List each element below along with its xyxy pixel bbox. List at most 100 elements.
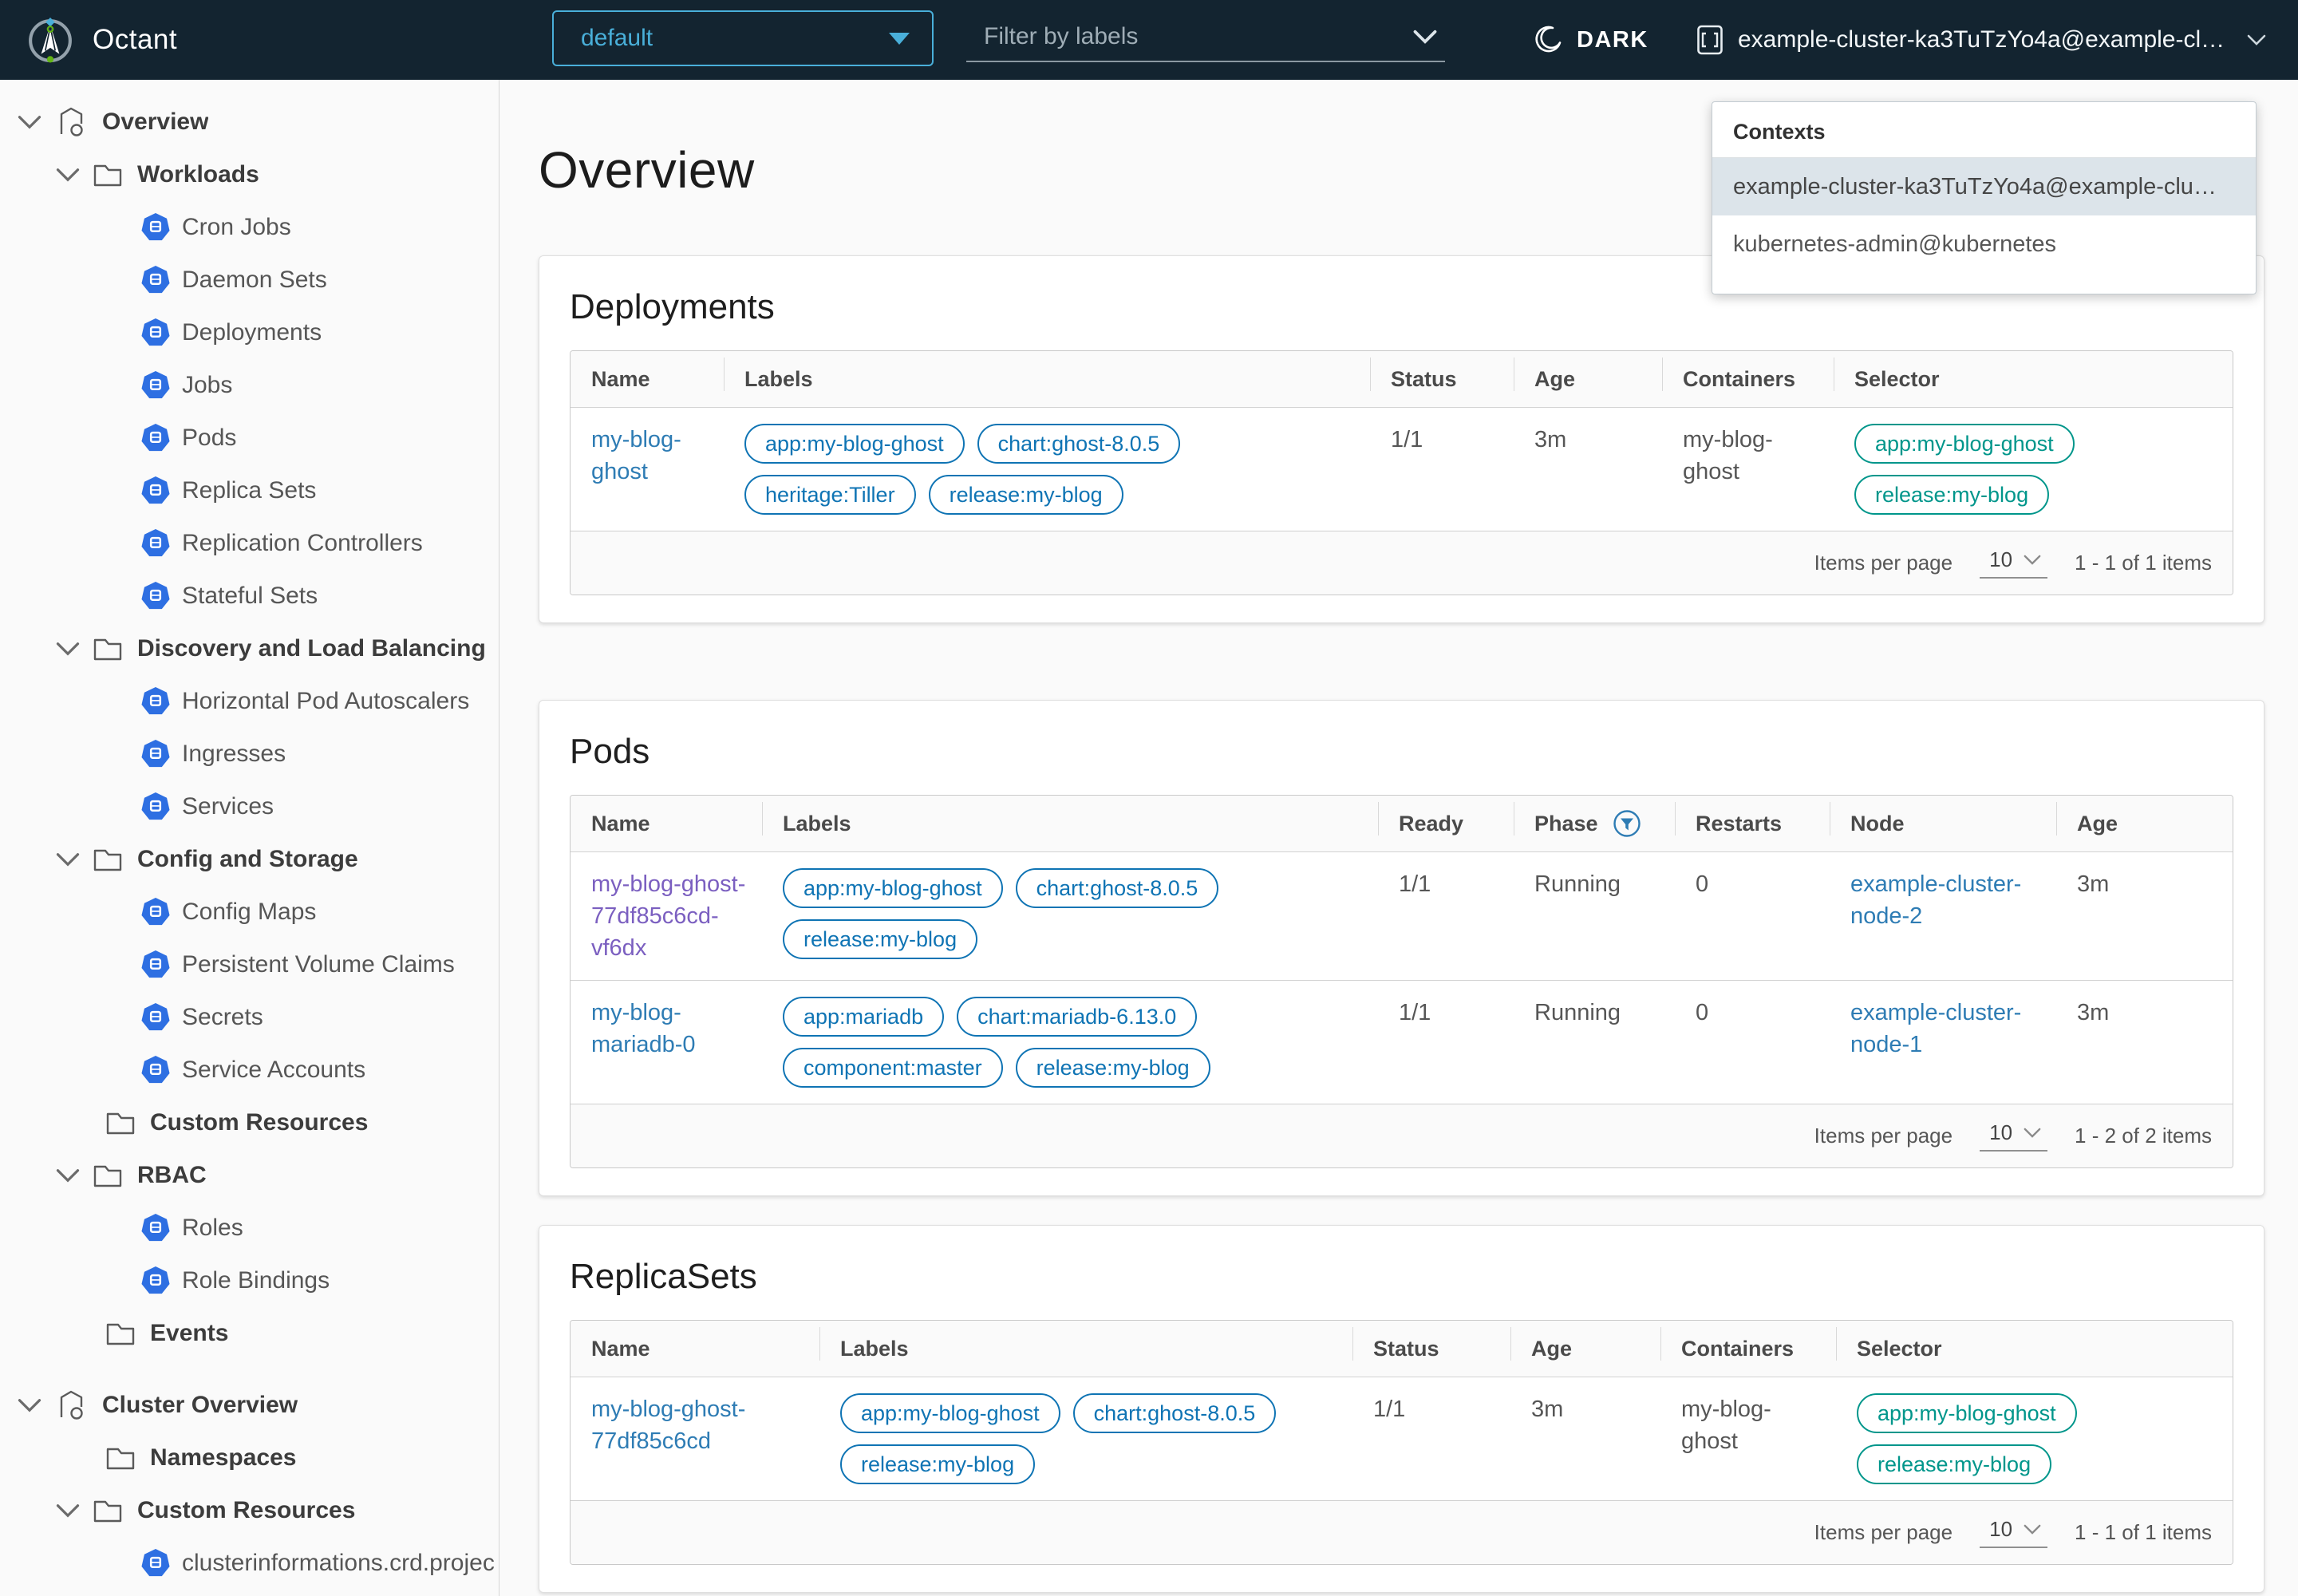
chevron-down-icon[interactable] bbox=[56, 168, 80, 182]
chevron-down-icon[interactable] bbox=[18, 1398, 41, 1412]
cell-ready: 1/1 bbox=[1378, 981, 1514, 1104]
sidebar-item-role-bindings[interactable]: Role Bindings bbox=[0, 1254, 499, 1307]
selector-badge: app:my-blog-ghost bbox=[1854, 424, 2075, 464]
sidebar-item-namespaces[interactable]: Namespaces bbox=[0, 1432, 499, 1484]
sidebar-item-config-and-storage[interactable]: Config and Storage bbox=[0, 833, 499, 886]
sidebar-item-rbac[interactable]: RBAC bbox=[0, 1149, 499, 1202]
sidebar: OverviewWorkloadsCron JobsDaemon SetsDep… bbox=[0, 80, 499, 1596]
kubernetes-resource-icon bbox=[140, 476, 171, 506]
sidebar-item-ingresses[interactable]: Ingresses bbox=[0, 728, 499, 780]
moon-icon bbox=[1534, 26, 1562, 54]
selector-badge: release:my-blog bbox=[1857, 1444, 2051, 1484]
resource-name-link[interactable]: my-blog-ghost bbox=[591, 427, 681, 484]
sidebar-item-label: Discovery and Load Balancing bbox=[137, 635, 486, 662]
sidebar-item-label: Jobs bbox=[182, 372, 232, 399]
sidebar-item-workloads[interactable]: Workloads bbox=[0, 148, 499, 201]
sidebar-item-persistent-volume-claims[interactable]: Persistent Volume Claims bbox=[0, 938, 499, 991]
sidebar-item-daemon-sets[interactable]: Daemon Sets bbox=[0, 254, 499, 306]
column-header-label: Phase bbox=[1534, 812, 1598, 836]
context-menu-item-kubernetes-admin-kubernetes[interactable]: kubernetes-admin@kubernetes bbox=[1712, 215, 2256, 273]
context-menu-item-example-cluster-ka3tutzyo4a-example-clu[interactable]: example-cluster-ka3TuTzYo4a@example-clu… bbox=[1712, 158, 2256, 215]
label-filter-input[interactable]: Filter by labels bbox=[966, 13, 1445, 62]
main-content: Overview DeploymentsNameLabelsStatusAgeC… bbox=[500, 80, 2298, 1596]
sidebar-item-service-accounts[interactable]: Service Accounts bbox=[0, 1044, 499, 1096]
sidebar-item-replica-sets[interactable]: Replica Sets bbox=[0, 464, 499, 517]
datagrid: NameLabelsStatusAgeContainersSelectormy-… bbox=[570, 1320, 2233, 1565]
sidebar-item-clusterinformations-crd-projec[interactable]: clusterinformations.crd.projec bbox=[0, 1537, 499, 1590]
context-menu-title: Contexts bbox=[1712, 120, 2256, 157]
cell-status: 1/1 bbox=[1352, 1377, 1510, 1500]
column-header-age: Age bbox=[1514, 351, 1662, 407]
folder-icon bbox=[93, 636, 123, 662]
sidebar-item-services[interactable]: Services bbox=[0, 780, 499, 833]
column-header-label: Selector bbox=[1857, 1337, 1942, 1361]
namespace-select-value: default bbox=[581, 25, 653, 52]
column-header-name: Name bbox=[571, 351, 724, 407]
label-badge: chart:ghost-8.0.5 bbox=[1073, 1393, 1277, 1433]
resource-name-link[interactable]: my-blog-ghost-77df85c6cd-vf6dx bbox=[591, 871, 745, 961]
page-size-select[interactable]: 10 bbox=[1980, 1517, 2047, 1548]
page-size-select[interactable]: 10 bbox=[1980, 547, 2047, 579]
page-size-select[interactable]: 10 bbox=[1980, 1120, 2047, 1152]
sidebar-item-cluster-overview[interactable]: Cluster Overview bbox=[0, 1379, 499, 1432]
label-badge: heritage:Tiller bbox=[744, 475, 916, 515]
sidebar-item-label: Pods bbox=[182, 425, 236, 452]
sidebar-item-label: RBAC bbox=[137, 1162, 207, 1189]
sidebar-item-replication-controllers[interactable]: Replication Controllers bbox=[0, 517, 499, 570]
resource-name-link[interactable]: my-blog-mariadb-0 bbox=[591, 1000, 696, 1057]
label-badge: app:my-blog-ghost bbox=[840, 1393, 1060, 1433]
pagination-range: 1 - 1 of 1 items bbox=[2075, 551, 2212, 575]
cell-value: 3m bbox=[2077, 1000, 2109, 1025]
datagrid-footer: Items per page101 - 1 of 1 items bbox=[571, 1500, 2233, 1564]
kubernetes-resource-icon bbox=[140, 212, 171, 243]
column-header-label: Node bbox=[1850, 812, 1905, 836]
sidebar-item-pods[interactable]: Pods bbox=[0, 412, 499, 464]
sidebar-item-events[interactable]: Events bbox=[0, 1307, 499, 1360]
chevron-down-icon[interactable] bbox=[56, 1503, 80, 1518]
chevron-down-icon[interactable] bbox=[56, 852, 80, 867]
node-link[interactable]: example-cluster-node-2 bbox=[1850, 871, 2021, 929]
chevron-down-icon[interactable] bbox=[56, 1168, 80, 1183]
sidebar-item-custom-resources[interactable]: Custom Resources bbox=[0, 1484, 499, 1537]
cell-restarts: 0 bbox=[1675, 981, 1830, 1104]
sidebar-item-overview[interactable]: Overview bbox=[0, 96, 499, 148]
cell-selector: app:my-blog-ghostrelease:my-blog bbox=[1836, 1377, 2233, 1500]
cell-labels: app:my-blog-ghostchart:ghost-8.0.5releas… bbox=[762, 852, 1378, 980]
sidebar-item-csidrivers-csi-storage-k8s-io[interactable]: csidrivers.csi.storage.k8s.io bbox=[0, 1590, 499, 1596]
dark-mode-toggle[interactable]: DARK bbox=[1534, 0, 1648, 80]
resource-name-link[interactable]: my-blog-ghost-77df85c6cd bbox=[591, 1396, 745, 1454]
node-link[interactable]: example-cluster-node-1 bbox=[1850, 1000, 2021, 1057]
sidebar-item-horizontal-pod-autoscalers[interactable]: Horizontal Pod Autoscalers bbox=[0, 675, 499, 728]
column-header-name: Name bbox=[571, 796, 762, 851]
sidebar-item-label: Config and Storage bbox=[137, 846, 358, 873]
sidebar-item-roles[interactable]: Roles bbox=[0, 1202, 499, 1254]
column-header-label: Labels bbox=[744, 367, 813, 392]
cell-value: Running bbox=[1534, 871, 1621, 897]
chevron-down-icon[interactable] bbox=[56, 642, 80, 656]
label-badge: chart:ghost-8.0.5 bbox=[977, 424, 1181, 464]
cell-value: my-blog-ghost bbox=[1683, 427, 1773, 484]
cell-name: my-blog-ghost-77df85c6cd-vf6dx bbox=[571, 852, 762, 980]
sidebar-item-stateful-sets[interactable]: Stateful Sets bbox=[0, 570, 499, 622]
sidebar-item-custom-resources[interactable]: Custom Resources bbox=[0, 1096, 499, 1149]
cell-containers: my-blog-ghost bbox=[1662, 408, 1834, 531]
context-chooser[interactable]: example-cluster-ka3TuTzYo4a@example-clus… bbox=[1696, 0, 2277, 80]
card-replicasets: ReplicaSetsNameLabelsStatusAgeContainers… bbox=[539, 1225, 2264, 1593]
column-header-status: Status bbox=[1370, 351, 1514, 407]
sidebar-item-label: Ingresses bbox=[182, 741, 286, 768]
sidebar-item-secrets[interactable]: Secrets bbox=[0, 991, 499, 1044]
sidebar-item-discovery-and-load-balancing[interactable]: Discovery and Load Balancing bbox=[0, 622, 499, 675]
sidebar-item-jobs[interactable]: Jobs bbox=[0, 359, 499, 412]
chevron-down-icon[interactable] bbox=[18, 115, 41, 129]
column-header-label: Status bbox=[1373, 1337, 1439, 1361]
column-header-label: Age bbox=[2077, 812, 2118, 836]
applications-icon bbox=[54, 1389, 88, 1422]
sidebar-item-cron-jobs[interactable]: Cron Jobs bbox=[0, 201, 499, 254]
items-per-page-label: Items per page bbox=[1814, 551, 1953, 575]
namespace-select[interactable]: default bbox=[552, 10, 934, 66]
kubernetes-resource-icon bbox=[140, 370, 171, 401]
filter-funnel-icon[interactable] bbox=[1613, 809, 1641, 838]
sidebar-item-label: Cluster Overview bbox=[102, 1392, 298, 1419]
sidebar-item-deployments[interactable]: Deployments bbox=[0, 306, 499, 359]
sidebar-item-config-maps[interactable]: Config Maps bbox=[0, 886, 499, 938]
